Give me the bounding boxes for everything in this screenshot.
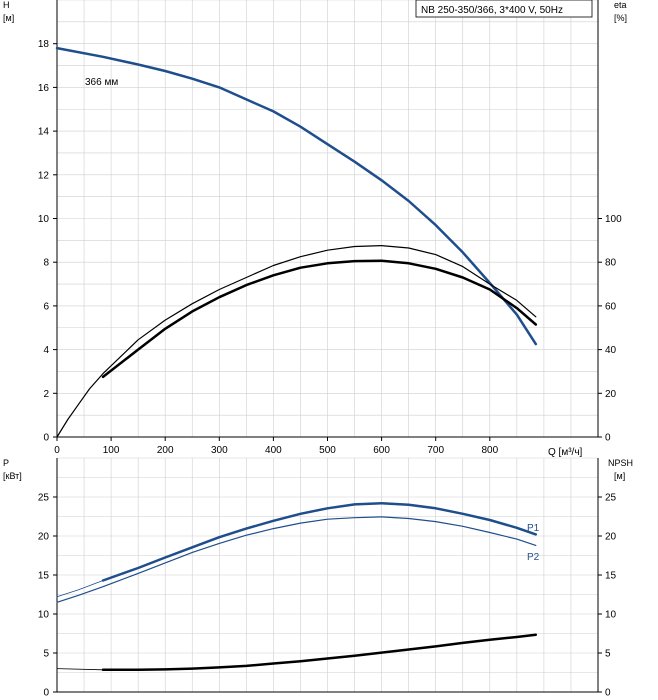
left-tick-label: 12 [38,170,50,181]
top-right-axis-label: eta [614,0,627,10]
right-tick-label: 0 [605,433,611,444]
left-tick-label: 4 [43,345,49,356]
bottom-left-axis-label: P [3,458,9,468]
x-axis-label: Q [м³/ч] [548,447,583,458]
bottom-panel-curves [56,501,538,672]
left-tick-label: 6 [43,301,49,312]
left-tick-label: 8 [43,258,49,269]
right-tick-label: 10 [605,610,617,621]
left-tick-label: 0 [43,688,49,699]
left-tick-label: 14 [38,127,50,138]
impeller-size-label: 366 мм [85,77,118,88]
series-label-p2: P2 [527,552,540,563]
right-tick-label: 40 [605,345,617,356]
series-line-0-2 [56,245,537,438]
series-line-0-3 [101,259,538,379]
right-tick-label: 20 [605,389,617,400]
series-line-0-0 [55,46,538,346]
x-tick-label: 600 [373,445,390,456]
bottom-right-axis-unit: [м] [614,471,625,481]
series-line-1-3 [101,633,538,672]
left-tick-label: 20 [38,532,50,543]
series-label-p1: P1 [527,523,540,534]
left-tick-label: 5 [43,649,49,660]
x-tick-label: 500 [319,445,336,456]
top-right-axis-unit: [%] [614,13,627,23]
right-tick-label: 100 [605,214,622,225]
series-line-0-1 [56,47,104,58]
top-panel-grid [56,0,599,438]
title-box [415,0,593,18]
left-tick-label: 2 [43,389,49,400]
left-tick-label: 0 [43,433,49,444]
left-tick-label: 18 [38,39,50,50]
x-tick-label: 0 [54,445,60,456]
left-tick-label: 25 [38,493,50,504]
x-tick-label: 300 [211,445,228,456]
left-tick-label: 10 [38,610,50,621]
x-tick-label: 700 [427,445,444,456]
bottom-panel-ticks: 0 5 10 15 20 25 0 5 10 15 20 25 [38,493,617,699]
x-tick-label: 100 [103,445,120,456]
right-tick-label: 60 [605,301,617,312]
x-tick-label: 800 [481,445,498,456]
top-left-axis-label: H [3,0,10,10]
right-tick-label: 5 [605,649,611,660]
top-left-axis-unit: [м] [3,13,14,23]
left-tick-label: 16 [38,83,50,94]
x-tick-label: 200 [157,445,174,456]
top-panel-ticks: 0 2 4 6 8 10 12 14 16 18 0 20 40 60 80 100 0 100 200 300 400… [38,39,622,456]
series-line-1-1 [56,580,104,598]
right-tick-label: 20 [605,532,617,543]
right-tick-label: 0 [605,688,611,699]
left-tick-label: 15 [38,571,50,582]
series-line-1-4 [56,668,104,671]
left-tick-label: 10 [38,214,50,225]
series-line-1-2 [56,516,537,603]
top-panel-curves [55,46,538,438]
right-tick-label: 25 [605,493,617,504]
bottom-right-axis-label: NPSH [608,458,633,468]
right-tick-label: 80 [605,258,617,269]
bottom-panel-grid [56,457,599,693]
series-line-1-0 [101,501,538,582]
chart-title: NB 250-350/366, 3*400 V, 50Hz [421,5,563,16]
x-tick-label: 400 [265,445,282,456]
right-tick-label: 15 [605,571,617,582]
bottom-left-axis-unit: [кВт] [3,471,22,481]
